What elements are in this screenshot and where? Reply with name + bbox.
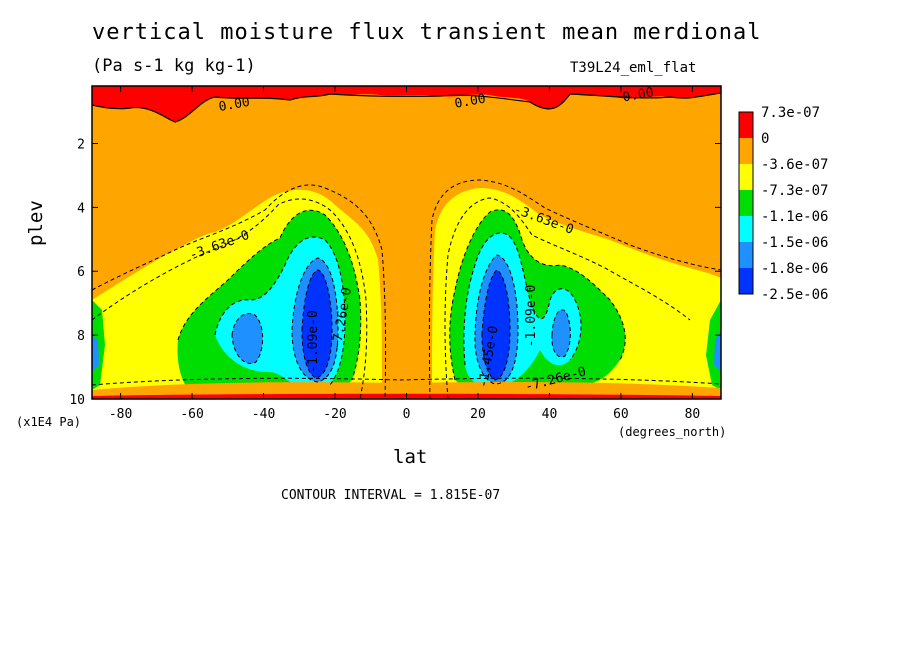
- y-tick-label: 2: [77, 137, 85, 152]
- contour-line: [444, 197, 691, 399]
- run-label: T39L24_eml_flat: [570, 60, 697, 76]
- zero-contour-layer: [92, 92, 721, 123]
- fill-blue-left: [232, 313, 263, 364]
- contour-line: [474, 254, 519, 385]
- chart-units: (Pa s-1 kg kg-1): [92, 56, 256, 76]
- legend-label: -2.5e-06: [761, 287, 828, 303]
- zero-contour-line: [92, 92, 721, 123]
- contour-line: [449, 209, 626, 381]
- x-tick-label: 60: [613, 407, 629, 422]
- x-axis: -80 -60 -40 -20 0 20 40 60 80: [109, 86, 700, 422]
- contour-value-label: -1.09e-0: [524, 285, 539, 348]
- legend-label: -3.6e-07: [761, 157, 828, 173]
- x-tick-label: -60: [180, 407, 203, 422]
- legend-swatch: [739, 112, 753, 138]
- legend-label: -1.8e-06: [761, 261, 828, 277]
- y-tick-label: 10: [69, 393, 85, 408]
- contour-fill-layer: [92, 86, 721, 399]
- legend-label: -1.5e-06: [761, 235, 828, 251]
- x-axis-label: lat: [393, 446, 428, 468]
- legend-swatch: [739, 164, 753, 190]
- chart-title: vertical moisture flux transient mean me…: [92, 20, 762, 45]
- contour-line: [92, 198, 368, 399]
- contour-line: [463, 232, 582, 366]
- legend-label: 0: [761, 131, 769, 147]
- x-tick-label: 40: [542, 407, 558, 422]
- legend-swatch: [739, 138, 753, 164]
- y-tick-label: 8: [77, 329, 85, 344]
- legend-frame: [738, 111, 754, 295]
- contour-line-layer: [92, 179, 721, 399]
- contour-line: [92, 377, 721, 386]
- y-tick-label: 4: [77, 201, 85, 216]
- contour-value-label: -1.09e-0: [306, 310, 321, 373]
- contour-value-label: 0.00: [218, 95, 251, 115]
- contour-value-label: 0.00: [454, 92, 487, 112]
- fill-top-red: [92, 86, 721, 122]
- contour-line: [177, 209, 362, 381]
- x-tick-label: 20: [470, 407, 486, 422]
- fill-blue-right: [551, 309, 571, 357]
- x-tick-label: -40: [252, 407, 275, 422]
- legend-label: -1.1e-06: [761, 209, 828, 225]
- x-tick-label: -80: [109, 407, 132, 422]
- contour-line: [301, 269, 333, 379]
- fill-blue-left-edge: [92, 335, 99, 372]
- legend-swatch: [739, 190, 753, 216]
- contour-line: [92, 184, 387, 399]
- legend-swatch: [739, 216, 753, 242]
- x-unit-label: (degrees_north): [618, 425, 727, 439]
- legend-label: -7.3e-07: [761, 183, 828, 199]
- x-tick-label: 80: [685, 407, 701, 422]
- contour-value-label: 0.00: [621, 85, 654, 105]
- fill-blue-right-edge: [714, 330, 721, 372]
- x-tick-label: 0: [403, 407, 411, 422]
- y-tick-label: 6: [77, 265, 85, 280]
- fill-darkblue-left: [302, 270, 332, 378]
- fill-darkblue-right: [482, 270, 510, 380]
- color-legend: 7.3e-07 0 -3.6e-07 -7.3e-07 -1.1e-06 -1.5e-06…: [738, 105, 828, 303]
- contour-line: [428, 179, 721, 399]
- legend-label: 7.3e-07: [761, 105, 820, 121]
- contour-line: [551, 309, 571, 358]
- legend-swatch: [739, 242, 753, 268]
- y-scale-label: (x1E4 Pa): [16, 415, 82, 429]
- y-axis: 2 4 6 8 10: [69, 137, 721, 408]
- legend-swatch: [739, 268, 753, 294]
- x-tick-label: -20: [323, 407, 346, 422]
- contour-interval-note: CONTOUR INTERVAL = 1.815E-07: [281, 488, 501, 503]
